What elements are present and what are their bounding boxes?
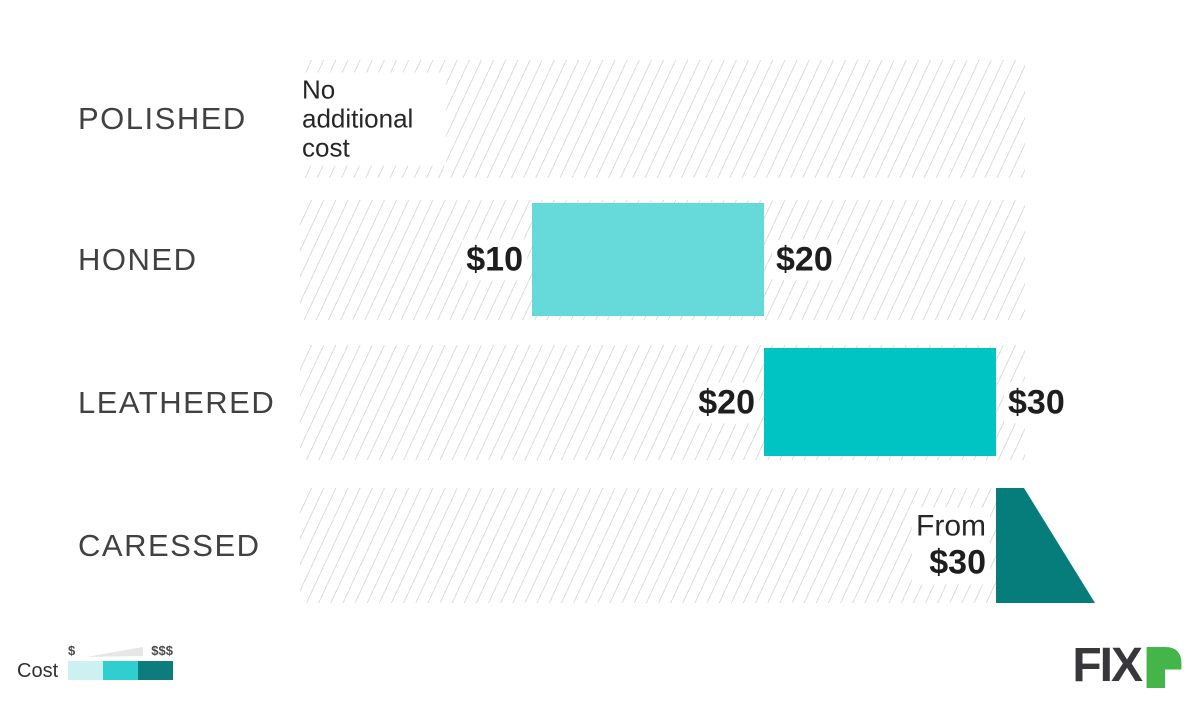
row-label-caressed: CARESSED bbox=[78, 527, 261, 563]
legend-swatch-high bbox=[138, 661, 173, 680]
fixr-logo: FIX bbox=[1072, 639, 1182, 692]
legend-wedge-icon bbox=[86, 647, 143, 657]
price-from-amount: $30 bbox=[929, 543, 986, 581]
price-min-honed: $10 bbox=[462, 239, 527, 281]
legend-swatch-low bbox=[68, 661, 103, 680]
fixr-logo-text: FIX bbox=[1072, 639, 1143, 692]
price-from-caressed: From $30 bbox=[912, 507, 990, 584]
caressed-trapezoid bbox=[996, 488, 1095, 603]
cost-legend: Cost $ $$$ bbox=[0, 638, 260, 698]
legend-scale: $ $$$ bbox=[68, 640, 173, 658]
price-from-word: From bbox=[916, 509, 986, 542]
price-min-leathered: $20 bbox=[694, 382, 759, 423]
row-caressed: CARESSED From $30 bbox=[0, 488, 1200, 603]
row-label-honed: HONED bbox=[78, 242, 198, 277]
legend-swatch-mid bbox=[103, 661, 138, 680]
legend-scale-high-label: $$$ bbox=[151, 643, 173, 658]
row-polished: POLISHED No additional cost bbox=[0, 60, 1200, 178]
price-max-honed: $20 bbox=[772, 239, 837, 281]
legend-swatches bbox=[68, 661, 173, 680]
row-honed: HONED $10 $20 bbox=[0, 200, 1200, 320]
legend-wedge-shape bbox=[86, 647, 143, 657]
row-leathered: LEATHERED $20 $30 bbox=[0, 345, 1200, 460]
fixr-r-shape bbox=[1146, 647, 1182, 688]
caressed-open-range-shape bbox=[996, 488, 1095, 603]
bar-honed bbox=[532, 203, 764, 316]
legend-cost-label: Cost bbox=[17, 660, 59, 682]
row-label-polished: POLISHED bbox=[78, 101, 247, 136]
bar-leathered bbox=[764, 348, 996, 456]
fixr-r-icon bbox=[1146, 647, 1182, 688]
note-no-additional-cost: No additional cost bbox=[300, 72, 446, 166]
hatch-band-caressed bbox=[300, 488, 1025, 603]
price-max-leathered: $30 bbox=[1004, 382, 1069, 423]
row-label-leathered: LEATHERED bbox=[78, 384, 276, 420]
legend-scale-low-label: $ bbox=[68, 643, 76, 658]
